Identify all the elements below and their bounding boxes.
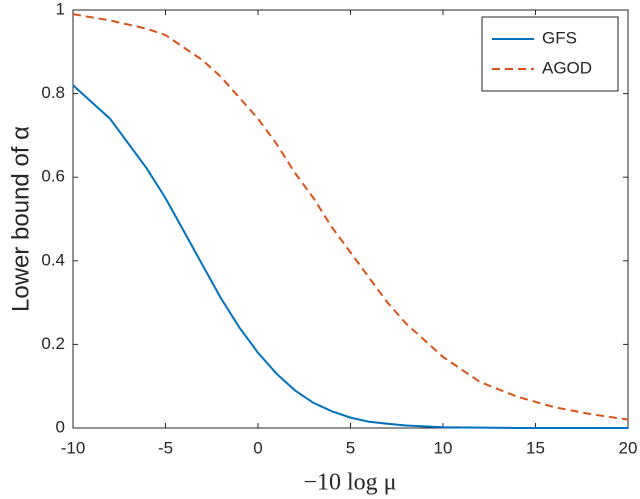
x-tick-label: 15 [526, 438, 545, 457]
y-tick-label: 0.4 [41, 250, 65, 269]
x-tick-label: 20 [619, 438, 638, 457]
y-tick-label: 1 [56, 0, 65, 18]
legend-box [481, 16, 619, 92]
y-tick-label: 0.2 [41, 334, 65, 353]
x-axis-label: −10 log μ [303, 470, 396, 496]
y-tick-label: 0.6 [41, 167, 65, 186]
series-line [72, 84, 628, 429]
legend-label: AGOD [542, 58, 592, 77]
x-tick-label: -10 [61, 438, 86, 457]
series-line [72, 13, 629, 421]
x-tick-label: 5 [346, 438, 355, 457]
x-tick-label: 0 [253, 438, 262, 457]
y-tick-label: 0.8 [41, 83, 65, 102]
y-tick-label: 0 [56, 417, 65, 436]
x-tick-label: 10 [434, 438, 453, 457]
x-tick-label: -5 [158, 438, 173, 457]
legend-label: GFS [542, 28, 577, 47]
y-axis-label: Lower bound of α [7, 126, 34, 312]
